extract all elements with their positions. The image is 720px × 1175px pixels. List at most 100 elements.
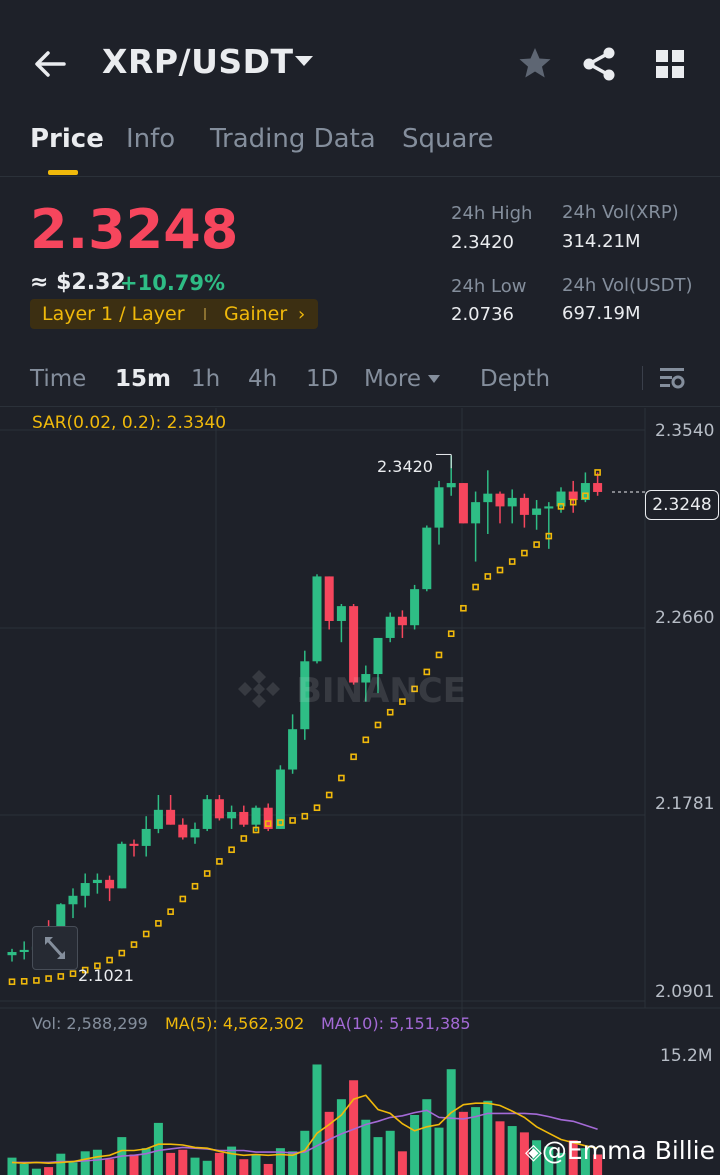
- svg-text:BINANCE: BINANCE: [296, 671, 466, 711]
- volume-bar: [288, 1151, 298, 1175]
- fullscreen-toggle[interactable]: [32, 926, 78, 970]
- star-icon[interactable]: [515, 44, 555, 84]
- candle-body: [202, 799, 212, 829]
- candle-body: [349, 606, 359, 683]
- tab-trading-data[interactable]: Trading Data: [210, 124, 376, 154]
- volume-bar: [105, 1159, 115, 1175]
- volume-bar: [80, 1151, 90, 1175]
- volume-bar: [446, 1069, 456, 1175]
- chart-settings-icon[interactable]: [658, 364, 686, 392]
- price-chart[interactable]: [0, 408, 720, 1175]
- volume-bar: [44, 1167, 54, 1175]
- ma5-line: [11, 1094, 598, 1165]
- volume-bar: [507, 1126, 517, 1175]
- sar-dot: [435, 651, 443, 659]
- sar-dot: [301, 812, 309, 820]
- tab-price[interactable]: Price: [30, 124, 104, 154]
- interval-4h[interactable]: 4h: [248, 366, 278, 392]
- volume-bar: [19, 1163, 29, 1175]
- back-arrow-icon[interactable]: [30, 44, 70, 84]
- vol-quote-label: 24h Vol(USDT): [562, 275, 693, 296]
- sar-dot: [8, 978, 16, 986]
- sar-dot: [81, 966, 89, 974]
- vol-base-value: 314.21M: [562, 231, 641, 252]
- interval-time[interactable]: Time: [30, 366, 87, 392]
- candle-body: [239, 811, 249, 825]
- sar-dot: [277, 819, 284, 826]
- volume-bar: [397, 1151, 407, 1175]
- sar-dot: [386, 708, 394, 716]
- candle-body: [214, 799, 224, 819]
- volume-bar: [483, 1100, 493, 1175]
- sar-dot: [594, 469, 601, 476]
- candle-body: [324, 576, 334, 621]
- active-tab-indicator: [48, 170, 78, 175]
- top-bar: XRP/USDT: [0, 0, 720, 120]
- sar-dot: [557, 503, 565, 510]
- category-tag[interactable]: Layer 1 / Layer Gainer ›: [30, 299, 318, 329]
- sar-dot: [423, 668, 431, 676]
- high-marker-label: 2.3420: [377, 457, 433, 476]
- last-price: 2.3248: [30, 198, 239, 261]
- candle-body: [593, 483, 603, 492]
- interval-1d[interactable]: 1D: [306, 366, 339, 392]
- candle-body: [275, 769, 285, 829]
- candle-body: [166, 809, 176, 825]
- sar-dot: [533, 541, 540, 548]
- sar-dot: [472, 583, 479, 591]
- watermark-icon: ◈: [525, 1140, 542, 1165]
- candle-body: [544, 506, 554, 509]
- tab-info[interactable]: Info: [126, 124, 176, 154]
- sar-dot: [191, 882, 199, 890]
- candle-body: [446, 483, 456, 488]
- sar-dot: [142, 930, 150, 938]
- sar-dot: [203, 870, 211, 877]
- candle-body: [129, 843, 139, 846]
- sar-dot: [228, 846, 235, 854]
- interval-more[interactable]: More: [364, 366, 422, 392]
- volume-bar: [141, 1148, 151, 1175]
- tag-category: Layer 1 / Layer: [42, 303, 185, 325]
- sar-dot: [350, 753, 357, 761]
- candle-body: [568, 491, 578, 501]
- low-value: 2.0736: [451, 304, 514, 325]
- volume-bar: [544, 1146, 554, 1175]
- y-tick: 2.0901: [655, 982, 715, 1002]
- trading-pair-title[interactable]: XRP/USDT: [102, 42, 294, 81]
- tab-square[interactable]: Square: [402, 124, 494, 154]
- candle-body: [141, 828, 151, 846]
- volume-bar: [373, 1137, 383, 1175]
- volume-bar: [7, 1157, 17, 1175]
- sar-dot: [447, 630, 455, 638]
- vol-quote-value: 697.19M: [562, 303, 641, 324]
- sar-dot: [325, 791, 333, 799]
- interval-15m[interactable]: 15m: [115, 366, 171, 392]
- volume-bar: [519, 1132, 529, 1175]
- y-tick: 2.3540: [655, 421, 715, 441]
- volume-bar: [251, 1154, 261, 1175]
- volume-bar: [153, 1122, 163, 1175]
- volume-bar: [239, 1159, 249, 1175]
- caret-down-icon[interactable]: [294, 54, 314, 68]
- candle-body: [251, 807, 261, 825]
- candle-body: [105, 879, 115, 889]
- interval-depth[interactable]: Depth: [480, 366, 551, 392]
- candle-body: [556, 491, 566, 507]
- candle-body: [92, 879, 102, 884]
- share-icon[interactable]: [579, 44, 619, 84]
- sar-dot: [240, 835, 248, 842]
- more-caret-icon[interactable]: [427, 374, 441, 384]
- sar-dot: [460, 604, 467, 612]
- sar-dot: [69, 970, 77, 977]
- candle-body: [471, 502, 481, 524]
- candle-body: [153, 809, 163, 829]
- candle-body: [458, 483, 468, 524]
- volume-bar: [593, 1154, 603, 1175]
- volume-bar: [385, 1130, 395, 1175]
- candle-body: [361, 674, 371, 683]
- grid-icon[interactable]: [650, 44, 690, 84]
- sar-dot: [155, 920, 162, 927]
- volume-bar: [31, 1168, 41, 1175]
- volume-label: Vol: 2,588,299: [32, 1014, 148, 1033]
- interval-1h[interactable]: 1h: [191, 366, 221, 392]
